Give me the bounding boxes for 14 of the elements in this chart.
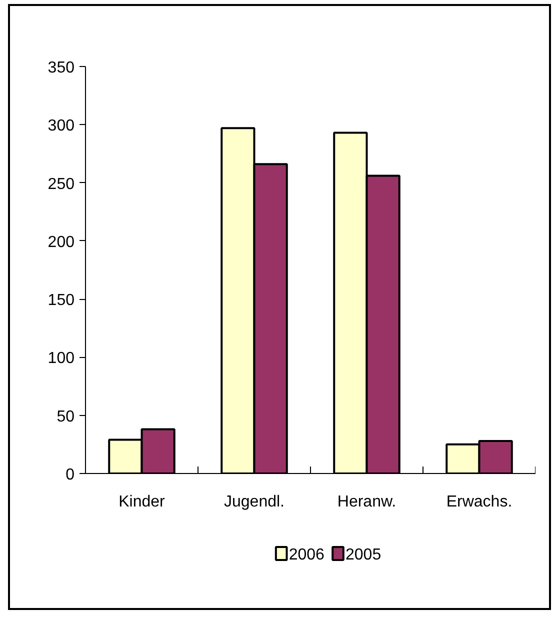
- x-tick-label: Jugendl.: [224, 494, 285, 510]
- y-tick-label: 50: [56, 408, 75, 426]
- x-tick-label: Erwachs.: [446, 494, 512, 510]
- x-tick-label: Heranw.: [337, 494, 396, 510]
- x-tick-label: Kinder: [118, 494, 166, 510]
- y-tick-label: 300: [48, 118, 75, 135]
- y-tick-label: 0: [66, 466, 75, 484]
- y-tick-label: 350: [48, 60, 75, 76]
- y-tick-label: 100: [48, 350, 75, 368]
- legend-label: 2005: [346, 546, 382, 564]
- y-tick-label: 200: [48, 234, 75, 251]
- legend-label: 2006: [288, 546, 325, 564]
- y-tick-label: 250: [48, 176, 75, 193]
- y-tick-label: 150: [48, 292, 75, 310]
